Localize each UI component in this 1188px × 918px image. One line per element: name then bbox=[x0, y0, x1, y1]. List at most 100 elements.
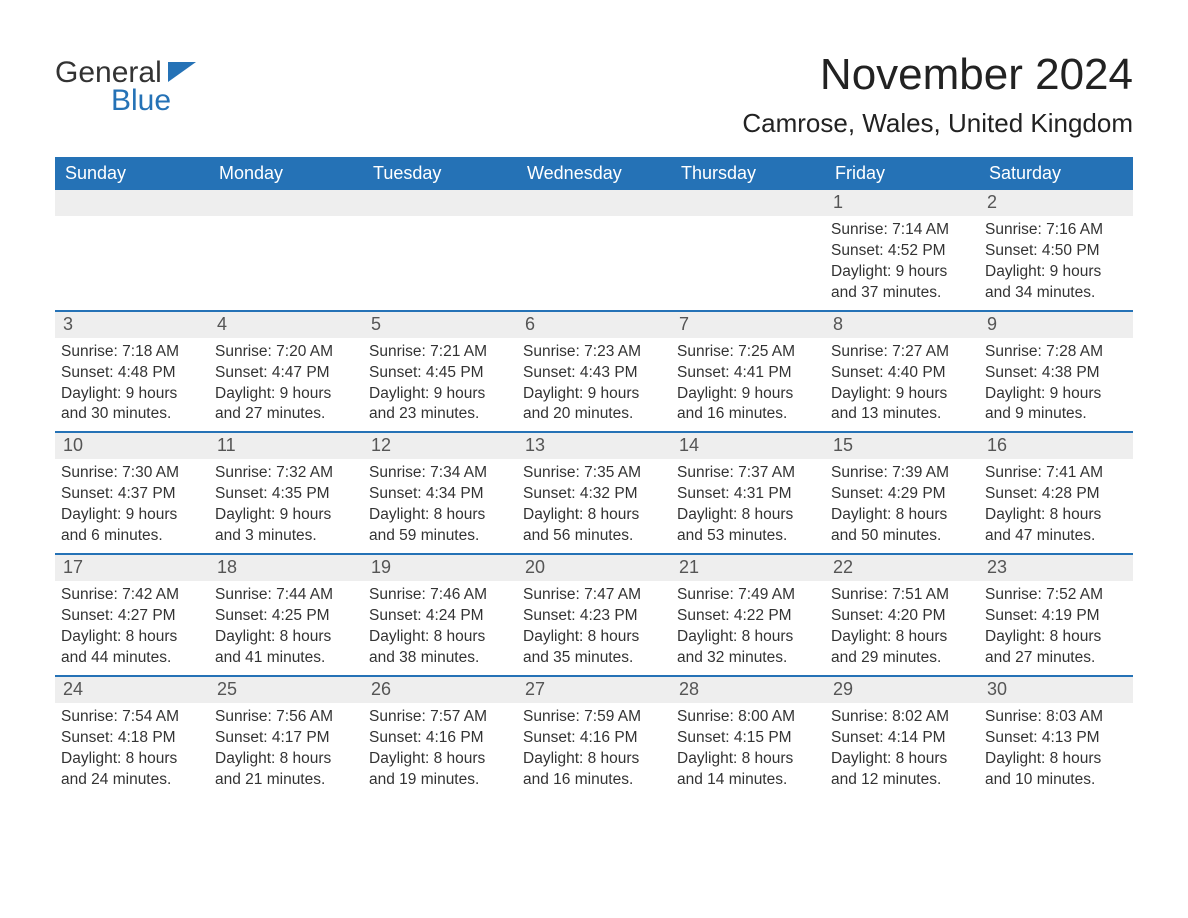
sunrise-line: Sunrise: 7:37 AM bbox=[677, 463, 819, 484]
daylight-line: Daylight: 9 hours and 20 minutes. bbox=[523, 384, 665, 426]
daylight-line: Daylight: 9 hours and 30 minutes. bbox=[61, 384, 203, 426]
day-number: 10 bbox=[55, 433, 209, 459]
day-body: Sunrise: 7:54 AMSunset: 4:18 PMDaylight:… bbox=[55, 703, 209, 797]
sunset-line: Sunset: 4:16 PM bbox=[369, 728, 511, 749]
day-number: 30 bbox=[979, 677, 1133, 703]
daylight-line: Daylight: 9 hours and 6 minutes. bbox=[61, 505, 203, 547]
day-cell: 8Sunrise: 7:27 AMSunset: 4:40 PMDaylight… bbox=[825, 312, 979, 432]
week-row: 24Sunrise: 7:54 AMSunset: 4:18 PMDayligh… bbox=[55, 675, 1133, 797]
day-cell: 16Sunrise: 7:41 AMSunset: 4:28 PMDayligh… bbox=[979, 433, 1133, 553]
sunset-line: Sunset: 4:20 PM bbox=[831, 606, 973, 627]
day-cell: 28Sunrise: 8:00 AMSunset: 4:15 PMDayligh… bbox=[671, 677, 825, 797]
sunrise-line: Sunrise: 7:32 AM bbox=[215, 463, 357, 484]
sunset-line: Sunset: 4:31 PM bbox=[677, 484, 819, 505]
weekday-header: Monday bbox=[209, 157, 363, 190]
daylight-line: Daylight: 8 hours and 21 minutes. bbox=[215, 749, 357, 791]
sunset-line: Sunset: 4:50 PM bbox=[985, 241, 1127, 262]
sunrise-line: Sunrise: 7:44 AM bbox=[215, 585, 357, 606]
day-body: Sunrise: 7:56 AMSunset: 4:17 PMDaylight:… bbox=[209, 703, 363, 797]
logo-word-2: Blue bbox=[111, 86, 196, 116]
day-cell: 6Sunrise: 7:23 AMSunset: 4:43 PMDaylight… bbox=[517, 312, 671, 432]
sunset-line: Sunset: 4:28 PM bbox=[985, 484, 1127, 505]
sunset-line: Sunset: 4:35 PM bbox=[215, 484, 357, 505]
daylight-line: Daylight: 8 hours and 10 minutes. bbox=[985, 749, 1127, 791]
page-title: November 2024 bbox=[742, 50, 1133, 100]
day-cell: 24Sunrise: 7:54 AMSunset: 4:18 PMDayligh… bbox=[55, 677, 209, 797]
day-body bbox=[363, 216, 517, 226]
sunrise-line: Sunrise: 7:56 AM bbox=[215, 707, 357, 728]
calendar-grid: SundayMondayTuesdayWednesdayThursdayFrid… bbox=[55, 157, 1133, 796]
day-cell-blank bbox=[209, 190, 363, 310]
sunrise-line: Sunrise: 7:27 AM bbox=[831, 342, 973, 363]
daylight-line: Daylight: 8 hours and 44 minutes. bbox=[61, 627, 203, 669]
week-row: 10Sunrise: 7:30 AMSunset: 4:37 PMDayligh… bbox=[55, 431, 1133, 553]
day-number: 9 bbox=[979, 312, 1133, 338]
daylight-line: Daylight: 9 hours and 23 minutes. bbox=[369, 384, 511, 426]
sunset-line: Sunset: 4:52 PM bbox=[831, 241, 973, 262]
day-number: 17 bbox=[55, 555, 209, 581]
daylight-line: Daylight: 8 hours and 35 minutes. bbox=[523, 627, 665, 669]
day-number: 12 bbox=[363, 433, 517, 459]
sunrise-line: Sunrise: 7:25 AM bbox=[677, 342, 819, 363]
daylight-line: Daylight: 8 hours and 50 minutes. bbox=[831, 505, 973, 547]
daylight-line: Daylight: 9 hours and 13 minutes. bbox=[831, 384, 973, 426]
sunset-line: Sunset: 4:34 PM bbox=[369, 484, 511, 505]
week-row: 1Sunrise: 7:14 AMSunset: 4:52 PMDaylight… bbox=[55, 190, 1133, 310]
sunrise-line: Sunrise: 7:47 AM bbox=[523, 585, 665, 606]
day-number-strip bbox=[209, 190, 363, 216]
sunset-line: Sunset: 4:45 PM bbox=[369, 363, 511, 384]
day-body: Sunrise: 7:27 AMSunset: 4:40 PMDaylight:… bbox=[825, 338, 979, 432]
daylight-line: Daylight: 8 hours and 14 minutes. bbox=[677, 749, 819, 791]
daylight-line: Daylight: 9 hours and 9 minutes. bbox=[985, 384, 1127, 426]
sunrise-line: Sunrise: 7:18 AM bbox=[61, 342, 203, 363]
weekday-header: Wednesday bbox=[517, 157, 671, 190]
day-number: 7 bbox=[671, 312, 825, 338]
day-body: Sunrise: 7:23 AMSunset: 4:43 PMDaylight:… bbox=[517, 338, 671, 432]
day-number: 11 bbox=[209, 433, 363, 459]
weekday-header: Tuesday bbox=[363, 157, 517, 190]
day-body: Sunrise: 7:51 AMSunset: 4:20 PMDaylight:… bbox=[825, 581, 979, 675]
sunset-line: Sunset: 4:18 PM bbox=[61, 728, 203, 749]
day-body: Sunrise: 7:18 AMSunset: 4:48 PMDaylight:… bbox=[55, 338, 209, 432]
sunrise-line: Sunrise: 7:41 AM bbox=[985, 463, 1127, 484]
day-cell: 21Sunrise: 7:49 AMSunset: 4:22 PMDayligh… bbox=[671, 555, 825, 675]
day-number: 27 bbox=[517, 677, 671, 703]
daylight-line: Daylight: 8 hours and 41 minutes. bbox=[215, 627, 357, 669]
day-number: 2 bbox=[979, 190, 1133, 216]
day-cell: 11Sunrise: 7:32 AMSunset: 4:35 PMDayligh… bbox=[209, 433, 363, 553]
day-body: Sunrise: 7:30 AMSunset: 4:37 PMDaylight:… bbox=[55, 459, 209, 553]
weekday-header: Thursday bbox=[671, 157, 825, 190]
day-cell: 7Sunrise: 7:25 AMSunset: 4:41 PMDaylight… bbox=[671, 312, 825, 432]
day-number: 14 bbox=[671, 433, 825, 459]
day-number: 21 bbox=[671, 555, 825, 581]
day-number: 22 bbox=[825, 555, 979, 581]
daylight-line: Daylight: 8 hours and 53 minutes. bbox=[677, 505, 819, 547]
daylight-line: Daylight: 9 hours and 16 minutes. bbox=[677, 384, 819, 426]
day-number: 1 bbox=[825, 190, 979, 216]
sunset-line: Sunset: 4:47 PM bbox=[215, 363, 357, 384]
day-cell: 29Sunrise: 8:02 AMSunset: 4:14 PMDayligh… bbox=[825, 677, 979, 797]
sunrise-line: Sunrise: 7:16 AM bbox=[985, 220, 1127, 241]
daylight-line: Daylight: 8 hours and 38 minutes. bbox=[369, 627, 511, 669]
daylight-line: Daylight: 9 hours and 34 minutes. bbox=[985, 262, 1127, 304]
day-number: 20 bbox=[517, 555, 671, 581]
day-cell: 17Sunrise: 7:42 AMSunset: 4:27 PMDayligh… bbox=[55, 555, 209, 675]
daylight-line: Daylight: 8 hours and 56 minutes. bbox=[523, 505, 665, 547]
day-cell: 14 Sunrise: 7:37 AMSunset: 4:31 PMDayligh… bbox=[671, 433, 825, 553]
sunset-line: Sunset: 4:43 PM bbox=[523, 363, 665, 384]
sunrise-line: Sunrise: 7:21 AM bbox=[369, 342, 511, 363]
sunrise-line: Sunrise: 7:52 AM bbox=[985, 585, 1127, 606]
day-number: 13 bbox=[517, 433, 671, 459]
day-number: 29 bbox=[825, 677, 979, 703]
day-body bbox=[517, 216, 671, 226]
day-cell-blank bbox=[55, 190, 209, 310]
day-number: 15 bbox=[825, 433, 979, 459]
day-number: 16 bbox=[979, 433, 1133, 459]
sunset-line: Sunset: 4:13 PM bbox=[985, 728, 1127, 749]
sunrise-line: Sunrise: 7:59 AM bbox=[523, 707, 665, 728]
sunset-line: Sunset: 4:38 PM bbox=[985, 363, 1127, 384]
sunrise-line: Sunrise: 7:28 AM bbox=[985, 342, 1127, 363]
daylight-line: Daylight: 8 hours and 19 minutes. bbox=[369, 749, 511, 791]
day-body: Sunrise: 7:21 AMSunset: 4:45 PMDaylight:… bbox=[363, 338, 517, 432]
sunrise-line: Sunrise: 7:35 AM bbox=[523, 463, 665, 484]
